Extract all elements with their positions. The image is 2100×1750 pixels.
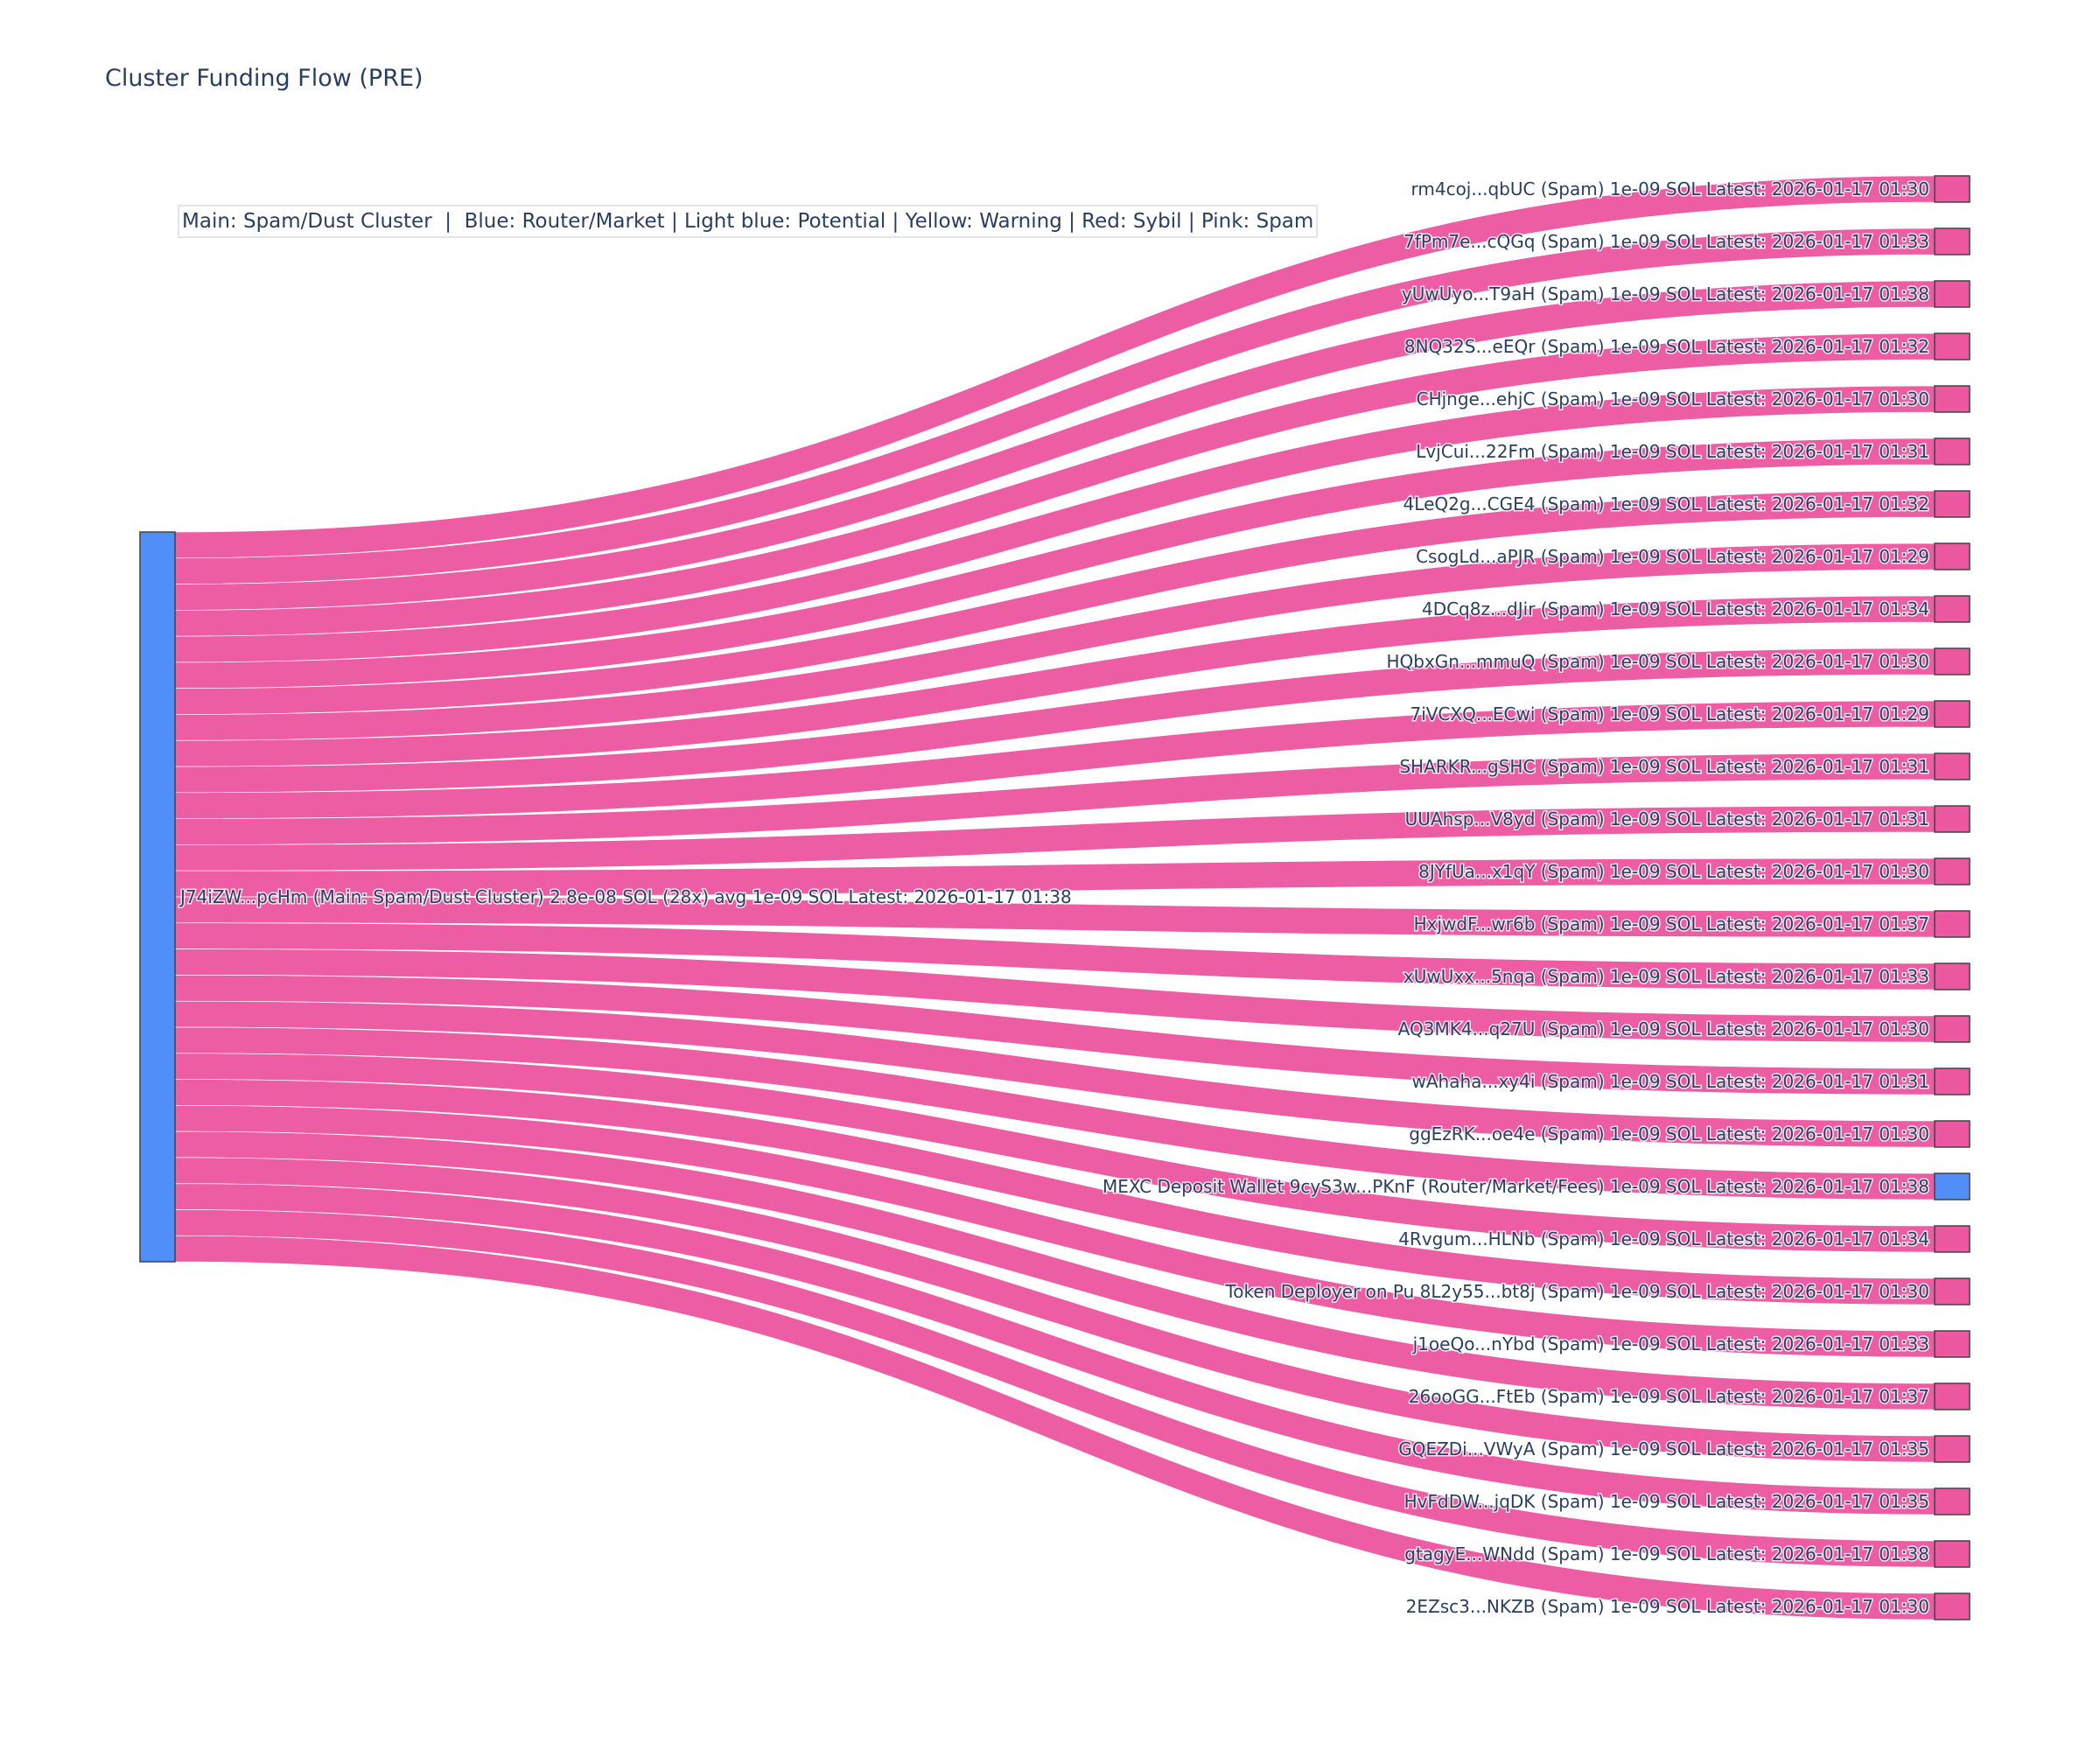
target-node[interactable]	[1934, 1382, 1970, 1410]
target-node[interactable]	[1934, 1120, 1970, 1148]
target-node-label: Token Deployer on Pu 8L2y55...bt8j (Spam…	[1224, 1281, 1929, 1302]
target-node[interactable]	[1934, 1278, 1970, 1306]
target-node[interactable]	[1934, 1225, 1970, 1253]
target-node-label: xUwUxx...5nqa (Spam) 1e-09 SOL Latest: 2…	[1404, 966, 1929, 987]
source-node[interactable]	[139, 531, 176, 1263]
target-node-label: gtagyE...WNdd (Spam) 1e-09 SOL Latest: 2…	[1404, 1544, 1929, 1564]
target-node[interactable]	[1934, 962, 1970, 990]
target-node[interactable]	[1934, 332, 1970, 360]
target-node-label: 26ooGG...FtEb (Spam) 1e-09 SOL Latest: 2…	[1409, 1386, 1929, 1407]
source-node-label: J74iZW...pcHm (Main: Spam/Dust Cluster) …	[178, 886, 1072, 907]
target-node-label: GQEZDi...VWyA (Spam) 1e-09 SOL Latest: 2…	[1398, 1438, 1929, 1460]
target-node-label: j1oeQo...nYbd (Spam) 1e-09 SOL Latest: 2…	[1412, 1334, 1929, 1354]
target-node-label: HvFdDW...jqDK (Spam) 1e-09 SOL Latest: 2…	[1404, 1491, 1929, 1512]
target-node-label: CHjnge...ehjC (Spam) 1e-09 SOL Latest: 2…	[1417, 388, 1929, 410]
target-node-label: MEXC Deposit Wallet 9cyS3w...PKnF (Route…	[1102, 1176, 1929, 1197]
target-node[interactable]	[1934, 438, 1970, 466]
target-node[interactable]	[1934, 858, 1970, 886]
target-node[interactable]	[1934, 1488, 1970, 1516]
target-node-label: 2EZsc3...NKZB (Spam) 1e-09 SOL Latest: 2…	[1406, 1596, 1929, 1617]
chart-title: Cluster Funding Flow (PRE)	[105, 65, 424, 92]
labels-layer: rm4coj...qbUC (Spam) 1e-09 SOL Latest: 2…	[178, 178, 1931, 1619]
target-node[interactable]	[1934, 542, 1970, 570]
target-node-label: AQ3MK4...q27U (Spam) 1e-09 SOL Latest: 2…	[1398, 1018, 1929, 1040]
nodes-layer	[139, 175, 1970, 1620]
target-node-label: 4Rvgum...HLNb (Spam) 1e-09 SOL Latest: 2…	[1398, 1228, 1929, 1250]
target-node[interactable]	[1934, 175, 1970, 203]
target-node[interactable]	[1934, 1540, 1970, 1568]
target-node[interactable]	[1934, 280, 1970, 308]
target-node-label: 7fPm7e...cQGq (Spam) 1e-09 SOL Latest: 2…	[1404, 231, 1929, 252]
target-node[interactable]	[1934, 1435, 1970, 1463]
target-node[interactable]	[1934, 910, 1970, 938]
target-node[interactable]	[1934, 385, 1970, 413]
target-node[interactable]	[1934, 1592, 1970, 1620]
target-node-label: LvjCui...22Fm (Spam) 1e-09 SOL Latest: 2…	[1416, 441, 1929, 462]
target-node-label: HxjwdF...wr6b (Spam) 1e-09 SOL Latest: 2…	[1414, 914, 1929, 934]
target-node[interactable]	[1934, 1015, 1970, 1043]
target-node[interactable]	[1934, 648, 1970, 676]
target-node-label: ggEzRK...oe4e (Spam) 1e-09 SOL Latest: 2…	[1409, 1124, 1929, 1144]
target-node[interactable]	[1934, 595, 1970, 623]
links-layer	[174, 175, 1936, 1620]
target-node[interactable]	[1934, 700, 1970, 728]
target-node-label: CsogLd...aPJR (Spam) 1e-09 SOL Latest: 2…	[1416, 546, 1929, 567]
target-node-label: 8NQ32S...eEQr (Spam) 1e-09 SOL Latest: 2…	[1404, 336, 1929, 357]
target-node[interactable]	[1934, 805, 1970, 833]
target-node[interactable]	[1934, 1172, 1970, 1200]
target-node-label: 8JYfUa...x1qY (Spam) 1e-09 SOL Latest: 2…	[1418, 861, 1929, 882]
target-node[interactable]	[1934, 1330, 1970, 1358]
target-node-label: yUwUyo...T9aH (Spam) 1e-09 SOL Latest: 2…	[1402, 284, 1929, 304]
target-node[interactable]	[1934, 228, 1970, 256]
target-node-label: UUAhsp...V8yd (Spam) 1e-09 SOL Latest: 2…	[1405, 808, 1929, 830]
target-node[interactable]	[1934, 752, 1970, 780]
target-node-label: rm4coj...qbUC (Spam) 1e-09 SOL Latest: 2…	[1411, 178, 1930, 200]
target-node-label: 4DCq8z...dJir (Spam) 1e-09 SOL Latest: 2…	[1422, 598, 1929, 620]
target-node-label: 4LeQ2g...CGE4 (Spam) 1e-09 SOL Latest: 2…	[1404, 494, 1929, 514]
target-node[interactable]	[1934, 1068, 1970, 1096]
target-node-label: wAhaha...xy4i (Spam) 1e-09 SOL Latest: 2…	[1412, 1071, 1930, 1092]
target-node-label: SHARKR...gSHC (Spam) 1e-09 SOL Latest: 2…	[1399, 756, 1929, 777]
legend-annotation: Main: Spam/Dust Cluster | Blue: Router/M…	[178, 205, 1319, 238]
target-node[interactable]	[1934, 490, 1970, 518]
target-node-label: HQbxGn...mmuQ (Spam) 1e-09 SOL Latest: 2…	[1386, 651, 1929, 672]
target-node-label: 7iVCXQ...ECwi (Spam) 1e-09 SOL Latest: 2…	[1410, 704, 1929, 724]
